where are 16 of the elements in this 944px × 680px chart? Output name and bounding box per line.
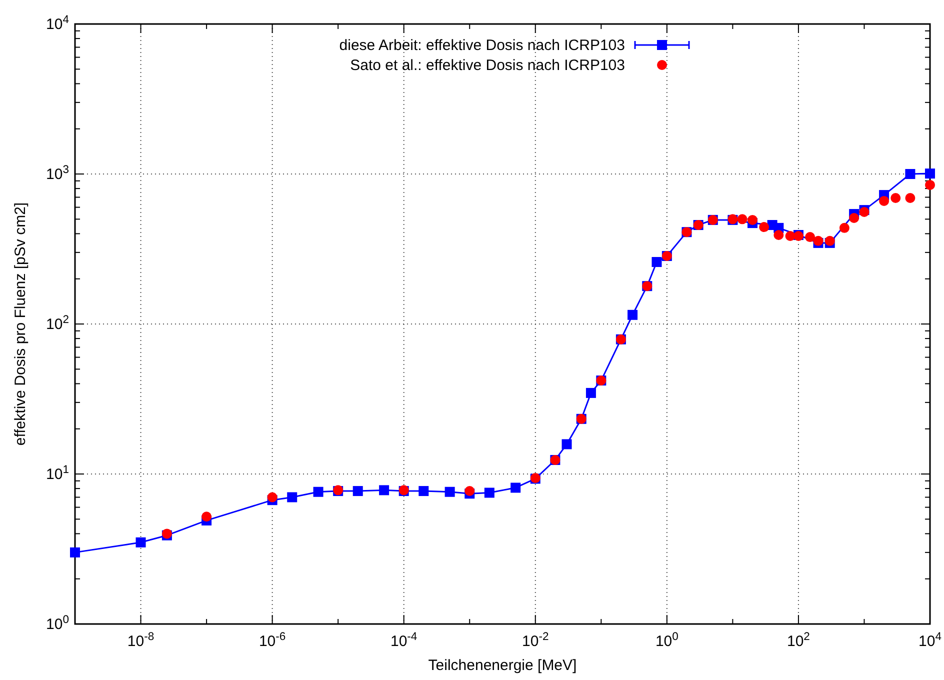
legend-label: diese Arbeit: effektive Dosis nach ICRP103	[339, 37, 625, 54]
y-tick-label: 10$^{1}$	[46, 464, 69, 483]
x-tick-label: 10$^{2}$	[786, 631, 810, 650]
x-tick-label: 10$^{-4}$	[390, 631, 418, 650]
x-tick-label: 10$^{-8}$	[127, 631, 154, 650]
x-tick-label: 10$^{-6}$	[258, 631, 286, 650]
y-tick-label: 10$^{0}$	[46, 614, 69, 633]
x-axis-title: Teilchenenergie [MeV]	[428, 657, 577, 674]
y-tick-label: 10$^{3}$	[46, 164, 69, 183]
x-tick-label: 10$^{4}$	[918, 631, 942, 650]
x-tick-label: 10$^{0}$	[655, 631, 678, 650]
y-tick-label: 10$^{4}$	[46, 14, 69, 33]
y-tick-label: 10$^{2}$	[46, 314, 69, 333]
legend-label: Sato et al.: effektive Dosis nach ICRP103	[350, 57, 625, 74]
x-tick-label: 10$^{-2}$	[522, 631, 549, 650]
y-axis-title: effektive Dosis pro Fluenz [pSv cm2]	[12, 202, 29, 446]
